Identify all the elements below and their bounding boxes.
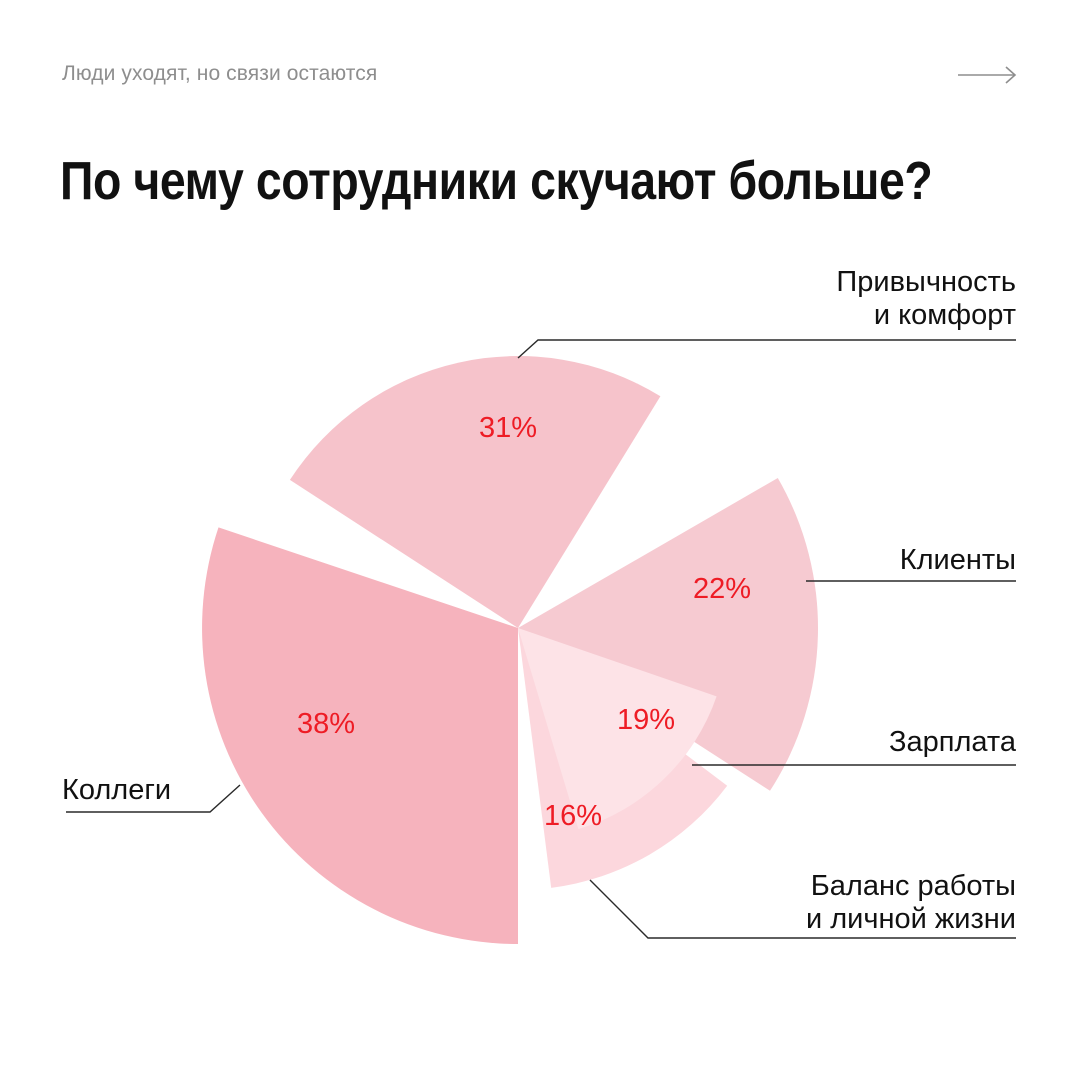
- slice-percent-label: 19%: [617, 704, 675, 736]
- long-arrow-right-icon[interactable]: [958, 64, 1018, 86]
- callout-privychnost: Привычность и комфорт: [836, 266, 1016, 332]
- slice-percent-label: 31%: [479, 412, 537, 444]
- slice-percent-label: 16%: [544, 800, 602, 832]
- slice-name-label-line2: и комфорт: [873, 299, 1016, 331]
- callout-klienty: Клиенты: [900, 544, 1016, 577]
- slice-percent-label: 22%: [693, 573, 751, 605]
- slice-name-label: Клиенты: [899, 544, 1016, 576]
- callout-zarplata: Зарплата: [889, 726, 1016, 759]
- top-bar: Люди уходят, но связи остаются: [62, 60, 1018, 90]
- callout-balans: Баланс работы и личной жизни: [806, 870, 1016, 936]
- leader-line-1: [66, 784, 241, 813]
- leader-line-2: [517, 339, 1016, 359]
- leader-line-5: [589, 879, 1016, 939]
- page-title: По чему сотрудники скучают больше?: [60, 151, 933, 211]
- callout-kollegi: Коллеги: [62, 774, 171, 807]
- pie-slice-2: [289, 356, 661, 628]
- slice-name-label-line2: и личной жизни: [806, 903, 1016, 935]
- pie-slice-3: [518, 478, 819, 791]
- pie-slice-1: [202, 527, 518, 944]
- slice-percent-label: 38%: [297, 708, 355, 740]
- pie-slice-4: [518, 628, 717, 830]
- slice-name-label: Зарплата: [889, 726, 1016, 758]
- slice-name-label-line1: Привычность: [836, 266, 1016, 298]
- slice-name-label: Коллеги: [62, 774, 172, 806]
- series-subtitle: Люди уходят, но связи остаются: [62, 62, 378, 85]
- slice-name-label-line1: Баланс работы: [810, 870, 1016, 902]
